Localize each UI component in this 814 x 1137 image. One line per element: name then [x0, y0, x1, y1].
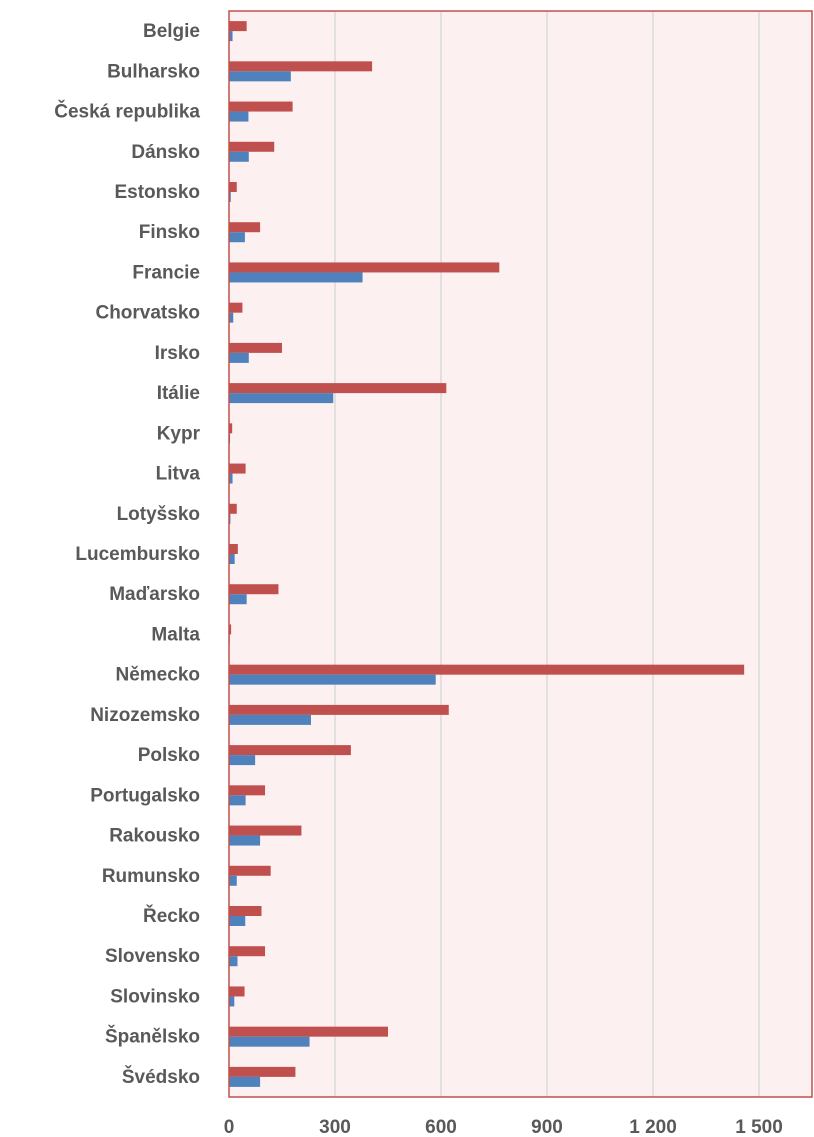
bar	[229, 584, 279, 595]
bar	[229, 503, 237, 514]
bar	[229, 906, 262, 916]
bar	[229, 1066, 296, 1077]
bar	[229, 232, 245, 243]
bar	[229, 1026, 388, 1037]
category-label: Itálie	[157, 383, 200, 404]
category-label: Nizozemsko	[90, 705, 200, 726]
bar	[229, 755, 256, 766]
category-label: Rumunsko	[102, 866, 200, 887]
category-label: Řecko	[143, 905, 200, 927]
bar	[229, 463, 246, 474]
bar	[229, 825, 302, 836]
bar	[229, 101, 293, 112]
category-label: Maďarsko	[109, 584, 200, 605]
bar	[229, 342, 282, 353]
bar	[229, 795, 246, 806]
category-label: Slovinsko	[110, 986, 200, 1007]
x-tick-labels: 0 300 600 900 1 200 1 500	[224, 1117, 783, 1137]
x-tick-label: 900	[531, 1117, 563, 1137]
bar	[229, 1076, 261, 1087]
category-label: Litva	[156, 464, 201, 485]
bar	[229, 875, 237, 886]
category-label: Chorvatsko	[95, 303, 200, 324]
gridlines	[334, 11, 760, 1097]
bar	[229, 262, 500, 273]
bar	[229, 141, 275, 152]
bar	[229, 664, 745, 675]
category-label: Dánsko	[131, 142, 200, 163]
bar	[229, 745, 351, 756]
bar	[229, 71, 291, 82]
category-label: Polsko	[138, 745, 200, 766]
bar	[229, 674, 436, 685]
category-label: Česká republika	[54, 101, 200, 123]
category-label: Portugalsko	[90, 785, 200, 806]
bar	[229, 61, 373, 72]
bar	[229, 554, 235, 564]
category-label: Francie	[132, 262, 200, 283]
bar	[229, 383, 447, 394]
bar	[229, 956, 238, 967]
bar	[229, 423, 233, 434]
plot-area	[229, 11, 812, 1097]
category-label: Kypr	[157, 423, 201, 444]
bar	[229, 916, 246, 926]
x-tick-label: 1 500	[735, 1117, 783, 1137]
bar	[229, 714, 311, 725]
category-label: Malta	[151, 624, 200, 645]
category-label: Rakousko	[109, 826, 200, 847]
bar	[229, 946, 266, 957]
bar	[229, 302, 243, 313]
bar	[229, 272, 363, 283]
bar	[229, 986, 245, 997]
x-tick-label: 1 200	[629, 1117, 677, 1137]
bar	[229, 1036, 310, 1047]
category-label: Irsko	[155, 343, 200, 364]
category-label: Lotyšsko	[117, 504, 200, 525]
category-label: Německo	[116, 665, 201, 686]
bar	[229, 594, 247, 605]
category-label: Španělsko	[105, 1026, 200, 1048]
plot-border	[228, 10, 813, 1098]
bar	[229, 996, 235, 1007]
bar	[229, 544, 238, 554]
x-tick-label: 600	[425, 1117, 457, 1137]
bar	[229, 865, 271, 876]
category-label: Bulharsko	[107, 61, 200, 82]
category-label: Lucembursko	[75, 544, 200, 565]
bar	[229, 151, 249, 162]
x-tick-label: 300	[319, 1117, 351, 1137]
bar	[229, 21, 247, 32]
bar	[229, 312, 234, 323]
bar	[229, 31, 233, 42]
bar	[229, 352, 249, 363]
bar	[229, 785, 266, 796]
bar	[229, 393, 334, 404]
bar	[229, 473, 233, 484]
category-label: Švédsko	[122, 1066, 200, 1088]
bar	[229, 704, 449, 715]
bar	[229, 182, 237, 192]
bars	[229, 21, 745, 1087]
bar	[229, 624, 232, 635]
bar	[229, 222, 261, 233]
category-label: Finsko	[139, 222, 200, 243]
category-label: Slovensko	[105, 946, 200, 967]
category-labels: Belgie Bulharsko Česká republika Dánsko Esto…	[54, 21, 200, 1088]
bar	[229, 111, 249, 122]
category-label: Belgie	[143, 21, 200, 42]
x-tick-label: 0	[224, 1117, 235, 1137]
category-label: Estonsko	[114, 182, 200, 203]
bar	[229, 835, 261, 846]
bar	[229, 192, 231, 202]
